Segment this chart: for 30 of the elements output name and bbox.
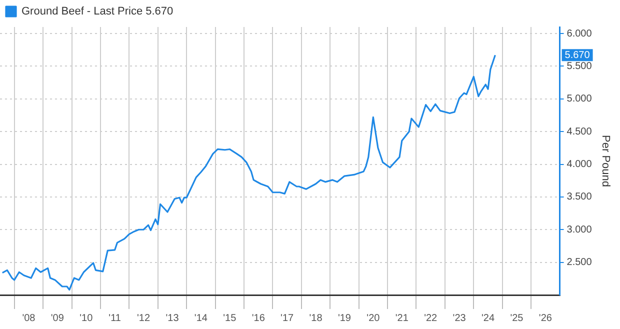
x-tick-label: '11 — [108, 312, 122, 324]
x-tick-label: '19 — [338, 312, 352, 324]
y-tick-label: 2.500 — [566, 257, 592, 268]
legend-label: Ground Beef - Last Price 5.670 — [22, 6, 174, 18]
x-tick-label: '25 — [510, 312, 524, 324]
y-tick-label: 6.000 — [566, 28, 592, 40]
x-tick-label: '23 — [452, 312, 466, 324]
x-tick-label: '21 — [395, 312, 409, 324]
y-tick-label: 3.000 — [566, 224, 592, 236]
y-tick-label: 5.000 — [566, 94, 592, 105]
x-tick-label: '16 — [252, 312, 266, 324]
y-tick-label: 4.500 — [566, 126, 592, 138]
x-tick-label: '08 — [22, 312, 36, 324]
x-tick-label: '24 — [481, 312, 495, 324]
x-tick-label: '22 — [424, 312, 438, 324]
x-tick-label: '20 — [366, 312, 380, 324]
x-tick-label: '09 — [50, 312, 64, 324]
y-axis-title: Per Pound — [599, 135, 612, 187]
x-tick-label: '12 — [137, 312, 150, 324]
y-tick-label: 3.500 — [566, 192, 592, 203]
x-tick-label: '15 — [223, 312, 237, 324]
x-tick-label: '17 — [280, 312, 294, 324]
text: 5.670 — [564, 50, 590, 61]
x-tick-label: '26 — [538, 312, 552, 324]
x-tick-label: '13 — [166, 312, 180, 324]
x-tick-label: '10 — [80, 312, 94, 324]
x-tick-label: '18 — [309, 312, 323, 324]
x-tick-label: '14 — [194, 312, 208, 324]
y-tick-label: 4.000 — [566, 159, 592, 170]
y-tick-label: 5.500 — [566, 60, 592, 72]
